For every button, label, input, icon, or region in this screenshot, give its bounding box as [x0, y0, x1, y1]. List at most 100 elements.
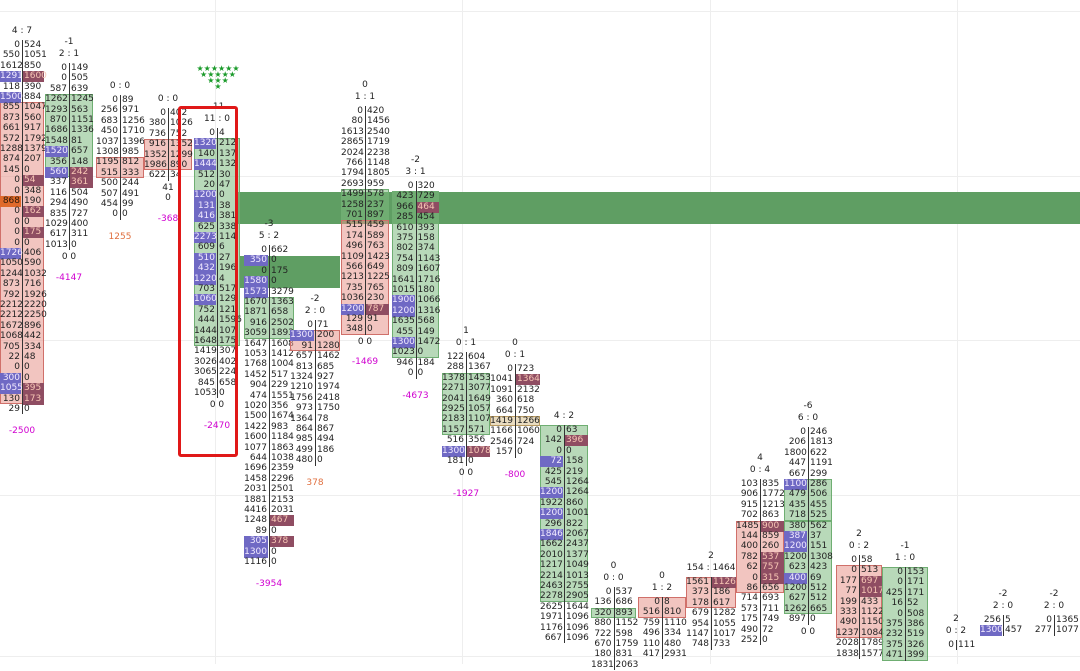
ask-volume-cell: 749	[762, 614, 780, 625]
bid-volume-cell: 985	[295, 434, 313, 445]
bid-volume-cell: 661	[2, 123, 20, 134]
price-level-row: 232 519	[882, 629, 928, 640]
price-level-row: 1308 985	[96, 147, 144, 158]
ask-volume-cell: 171	[907, 587, 925, 598]
price-level-row: 573 711	[736, 604, 784, 615]
price-level-row: 0 0	[341, 335, 389, 347]
ask-volume-cell: 590	[24, 258, 42, 269]
ask-volume-cell: 1551	[271, 390, 294, 401]
ask-volume-cell: 1122	[861, 607, 884, 617]
price-level-row: 1971 1096	[540, 612, 589, 623]
price-level-row: 174 589	[341, 231, 389, 242]
price-level-row: 1237 1084	[836, 628, 884, 639]
ask-volume-cell: 89	[122, 95, 134, 105]
ask-volume-cell: 1151	[71, 115, 94, 125]
bid-volume-cell: 1672	[0, 320, 23, 331]
bid-volume-cell: 178	[691, 597, 709, 608]
bid-volume-cell: 722	[594, 628, 612, 639]
bid-volume-cell: 1109	[341, 251, 364, 262]
price-level-row: 782 537	[736, 551, 784, 563]
ask-volume-cell: 1608	[271, 338, 294, 349]
price-level-row: 702 863	[736, 510, 784, 521]
price-level-row: 873 560	[0, 113, 44, 124]
price-level-row: 0 537	[591, 587, 636, 598]
price-level-row: 946 184	[392, 358, 439, 369]
column-delta-value: -800	[504, 469, 526, 480]
bid-volume-cell: 122	[446, 352, 464, 362]
ask-volume-cell: 508	[907, 608, 925, 619]
bid-volume-cell: 130	[2, 393, 20, 404]
price-level-row: 1200 0	[194, 190, 240, 202]
price-level-row: 2010 1377	[540, 549, 589, 561]
price-level-row: 1831 2063	[591, 660, 638, 671]
bid-volume-cell: 252	[740, 635, 758, 645]
bid-volume-cell: 1244	[0, 268, 23, 279]
price-level-row: 1635 568	[392, 316, 439, 327]
price-level-row: 144 859	[736, 531, 784, 542]
ask-volume-cell: 896	[24, 320, 42, 331]
bid-volume-cell: 1050	[0, 258, 23, 269]
price-level-row: 1696 2359	[244, 463, 294, 474]
price-level-row: 766 1148	[341, 158, 390, 169]
bid-volume-cell: 1041	[490, 374, 513, 385]
ask-volume-cell: 1078	[467, 445, 491, 457]
ask-volume-cell: 1759	[615, 639, 639, 649]
bid-volume-cell: 2024	[341, 147, 364, 158]
bid-volume-cell: 1324	[290, 372, 313, 382]
price-level-row: 864 867	[290, 424, 340, 435]
price-level-row: 400 69	[784, 572, 832, 584]
bid-volume-cell: 736	[148, 128, 166, 139]
selected-column-frame[interactable]	[178, 106, 238, 457]
ask-volume-cell: 78	[317, 413, 329, 424]
price-level-row: 748 733	[686, 639, 736, 650]
bid-volume-cell: 1648	[194, 336, 217, 346]
column-delta-value: -2470	[203, 420, 231, 431]
ask-volume-cell: 0	[367, 324, 373, 335]
bid-volume-cell: 0	[556, 445, 562, 456]
price-level-row: 1248 467	[244, 515, 294, 527]
bid-volume-cell: 512	[197, 169, 215, 180]
bid-volume-cell: 1794	[341, 168, 364, 179]
ask-volume-cell: 0	[762, 635, 768, 645]
price-level-row: 2693 959	[341, 179, 389, 190]
bid-volume-cell: 1800	[784, 447, 807, 458]
price-level-row: 29 0	[0, 404, 44, 415]
ask-volume-cell: 396	[565, 435, 588, 447]
bid-volume-cell: 1217	[540, 560, 563, 571]
bid-volume-cell: 1200	[784, 551, 807, 562]
price-level-row: 145 0	[0, 165, 44, 176]
price-level-row: 966 464	[392, 201, 439, 213]
bid-volume-cell: 510	[194, 252, 216, 264]
column-divider	[1003, 615, 1004, 636]
ask-volume-cell: 658	[219, 377, 237, 388]
price-level-row: 16 52	[882, 598, 928, 609]
ask-volume-cell: 1396	[122, 136, 145, 147]
ask-volume-cell: 81	[71, 135, 83, 146]
bid-volume-cell: 400	[784, 572, 807, 584]
ask-volume-cell: 639	[71, 83, 89, 94]
ask-volume-cell: 0	[271, 276, 277, 287]
ask-volume-cell: 1377	[566, 549, 589, 560]
price-level-row: 1499 578	[341, 189, 389, 200]
price-level-row: 683 1256	[96, 116, 145, 127]
bid-volume-cell: 667	[788, 468, 806, 479]
price-level-row: 3059 1893	[244, 328, 294, 339]
column-ratio-label: 154 : 1464	[686, 563, 736, 573]
price-level-row: 1922 860	[540, 498, 588, 509]
bid-volume-cell: 0	[261, 265, 267, 276]
ask-volume-cell: 149	[71, 63, 89, 73]
ask-volume-cell: 512	[810, 583, 828, 593]
bid-volume-cell: 1060	[194, 294, 217, 306]
price-level-row: 490 72	[736, 625, 784, 636]
bid-volume-cell: 954	[691, 618, 709, 629]
grid-line-vertical	[710, 0, 711, 664]
price-level-row: 0 63	[540, 425, 588, 436]
ask-volume-cell: 917	[24, 123, 42, 134]
ask-volume-cell: 1110	[664, 617, 687, 628]
bid-volume-cell: 516	[446, 435, 464, 446]
price-level-row: 622 34	[144, 170, 192, 181]
bid-volume-cell: 296	[544, 518, 562, 529]
bid-volume-cell: 1157	[442, 424, 465, 435]
